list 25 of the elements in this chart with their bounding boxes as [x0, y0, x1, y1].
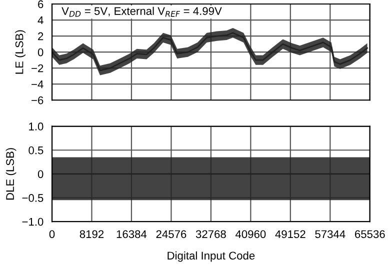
y-axis-title: DLE (LSB) [6, 148, 16, 200]
y-axis-title: LE (LSB) [15, 30, 26, 74]
x-tick-label: 40960 [235, 230, 266, 238]
x-tick-label: 0 [49, 230, 55, 238]
y-tick-label: 2 [38, 32, 44, 40]
y-tick-label: 0 [38, 170, 44, 178]
y-tick-label: 0.5 [28, 146, 44, 154]
x-tick-label: 65536 [355, 230, 385, 238]
y-tick-label: −2 [32, 64, 44, 72]
y-tick-label: −1.0 [22, 218, 44, 226]
y-tick-label: −0.5 [22, 194, 44, 202]
y-tick-label: 6 [38, 0, 44, 8]
y-tick-label: −6 [32, 96, 44, 104]
y-tick-label: 4 [38, 16, 44, 24]
y-tick-label: 1.0 [29, 122, 44, 130]
x-tick-label: 32768 [196, 230, 226, 238]
x-tick-label: 24576 [156, 230, 186, 238]
y-tick-label: −4 [32, 80, 44, 88]
x-tick-label: 8192 [80, 230, 104, 238]
x-axis-title: Digital Input Code [168, 251, 255, 262]
x-tick-label: 16384 [116, 230, 147, 238]
x-tick-label: 57344 [315, 230, 346, 238]
annotation: V$_{DD}$ = 5V, External V$_{REF}$ = 4.99V [62, 6, 222, 17]
x-tick-label: 49152 [275, 230, 306, 238]
y-tick-label: 0 [38, 48, 44, 56]
